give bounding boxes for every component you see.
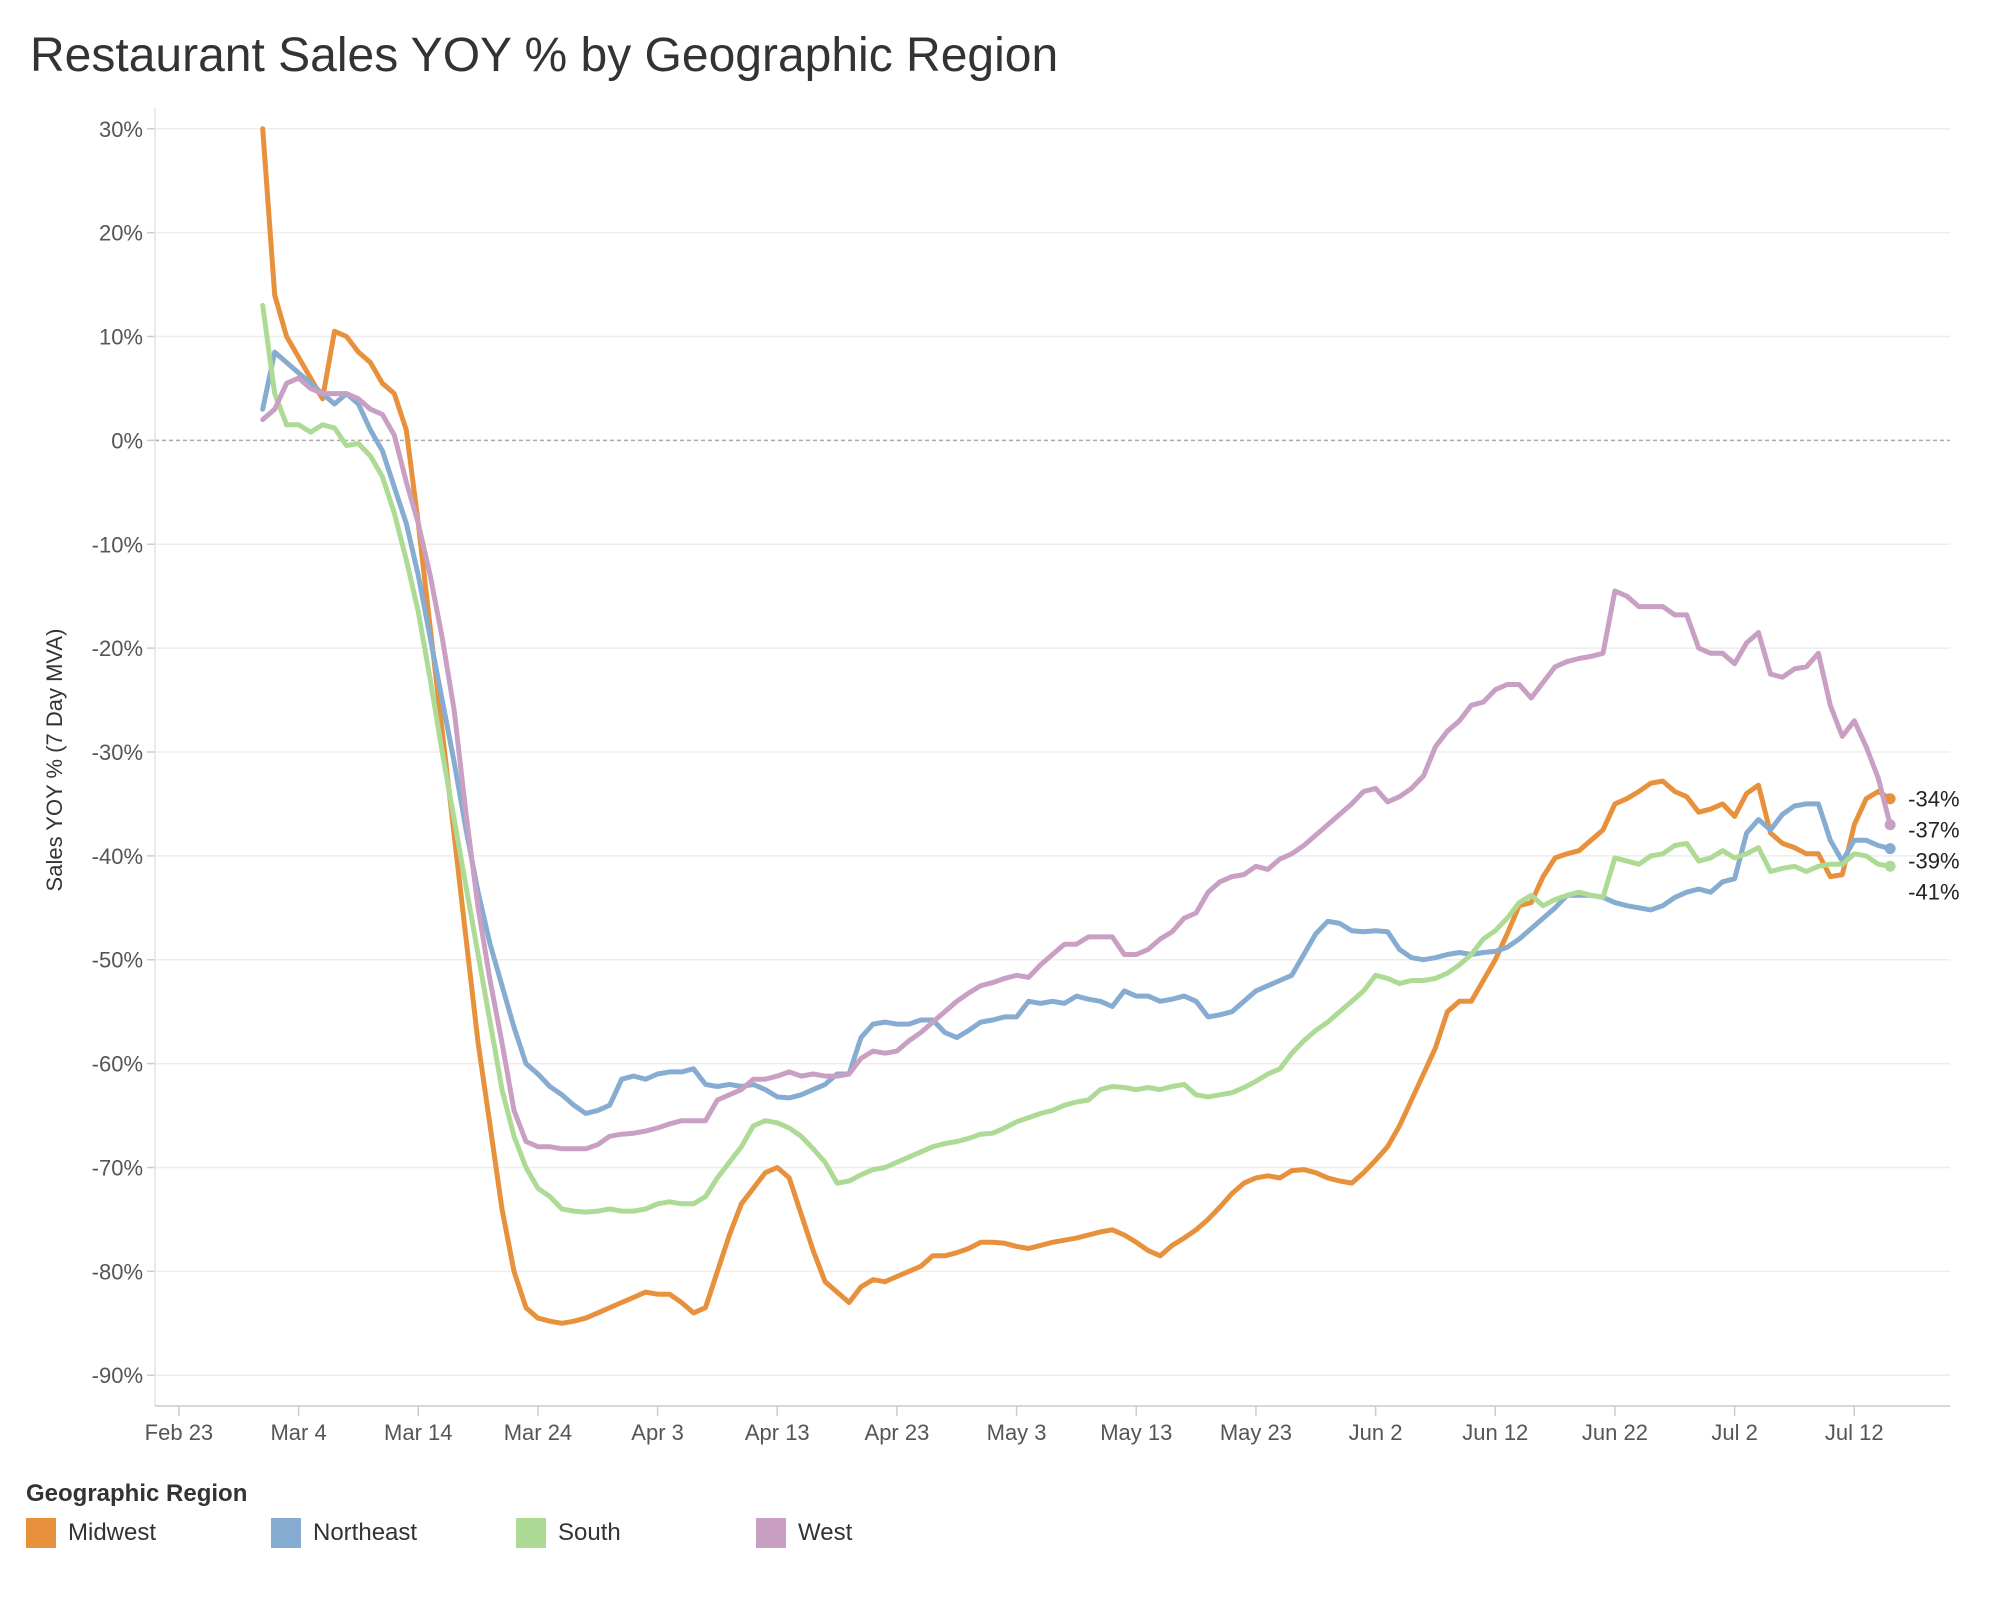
legend-swatch — [516, 1518, 546, 1548]
x-tick-label: Apr 13 — [745, 1420, 810, 1445]
series-line-midwest — [260, 126, 1893, 1326]
legend-title: Geographic Region — [26, 1480, 248, 1507]
legend-swatch — [756, 1518, 786, 1548]
x-tick-label: Jul 12 — [1825, 1420, 1884, 1445]
legend-item-midwest[interactable]: Midwest — [26, 1518, 156, 1548]
legend-label: Midwest — [68, 1519, 157, 1546]
end-labels: -34% -37% -39% -41% — [1908, 787, 1959, 905]
x-tick-label: May 23 — [1220, 1420, 1292, 1445]
legend-item-west[interactable]: West — [756, 1518, 852, 1548]
legend-label: Northeast — [313, 1519, 418, 1546]
y-tick-label: 30% — [99, 117, 143, 142]
x-tick-label: May 3 — [987, 1420, 1047, 1445]
x-tick-label: Apr 23 — [865, 1420, 930, 1445]
y-tick-label: -80% — [92, 1259, 143, 1284]
x-tick-label: Jul 2 — [1711, 1420, 1757, 1445]
gridlines — [155, 128, 1950, 1376]
series-lines — [260, 126, 1896, 1326]
y-tick-label: 10% — [99, 325, 143, 350]
y-tick-label: 20% — [99, 221, 143, 246]
x-tick-label: Apr 3 — [631, 1420, 684, 1445]
legend: Geographic Region Midwest Northeast South W… — [26, 1480, 1026, 1554]
series-line-northeast — [260, 349, 1893, 1116]
series-line-west — [260, 375, 1893, 1152]
legend-label: West — [798, 1519, 853, 1546]
x-tick-label: Mar 14 — [384, 1420, 452, 1445]
end-label-south: -41% — [1908, 880, 1959, 905]
legend-item-northeast[interactable]: Northeast — [271, 1518, 417, 1548]
end-marker-midwest — [1884, 793, 1896, 805]
x-tick-label: Jun 2 — [1349, 1420, 1403, 1445]
line-chart: 30% 20% 10% 0% -10% -20% -30% -40% -50% -60% -70% -… — [42, 108, 1960, 1445]
end-label-west: -37% — [1908, 818, 1959, 843]
y-tick-label: -10% — [92, 532, 143, 557]
y-tick-label: 0% — [111, 428, 143, 453]
axes: 30% 20% 10% 0% -10% -20% -30% -40% -50% -60% -70% -… — [92, 108, 1950, 1445]
legend-item-south[interactable]: South — [516, 1518, 621, 1548]
chart-title: Restaurant Sales YOY % by Geographic Reg… — [30, 29, 1059, 82]
end-label-midwest: -34% — [1908, 787, 1959, 812]
y-tick-label: -90% — [92, 1363, 143, 1388]
y-tick-label: -20% — [92, 636, 143, 661]
end-marker-south — [1884, 860, 1896, 872]
x-tick-label: Mar 24 — [504, 1420, 572, 1445]
x-tick-label: May 13 — [1100, 1420, 1172, 1445]
legend-swatch — [271, 1518, 301, 1548]
y-tick-label: -50% — [92, 948, 143, 973]
x-tick-label: Jun 22 — [1582, 1420, 1648, 1445]
x-tick-label: Feb 23 — [145, 1420, 214, 1445]
y-tick-label: -40% — [92, 844, 143, 869]
x-tick-label: Jun 12 — [1462, 1420, 1528, 1445]
y-tick-label: -70% — [92, 1155, 143, 1180]
legend-items: Midwest Northeast South West — [26, 1518, 1026, 1554]
y-axis-label: Sales YOY % (7 Day MVA) — [42, 629, 67, 892]
y-tick-label: -60% — [92, 1052, 143, 1077]
legend-swatch — [26, 1518, 56, 1548]
legend-label: South — [558, 1519, 621, 1546]
end-label-northeast: -39% — [1908, 849, 1959, 874]
end-marker-northeast — [1884, 843, 1896, 855]
end-marker-west — [1884, 819, 1896, 831]
x-tick-label: Mar 4 — [270, 1420, 326, 1445]
series-line-south — [260, 302, 1893, 1215]
y-tick-label: -30% — [92, 740, 143, 765]
